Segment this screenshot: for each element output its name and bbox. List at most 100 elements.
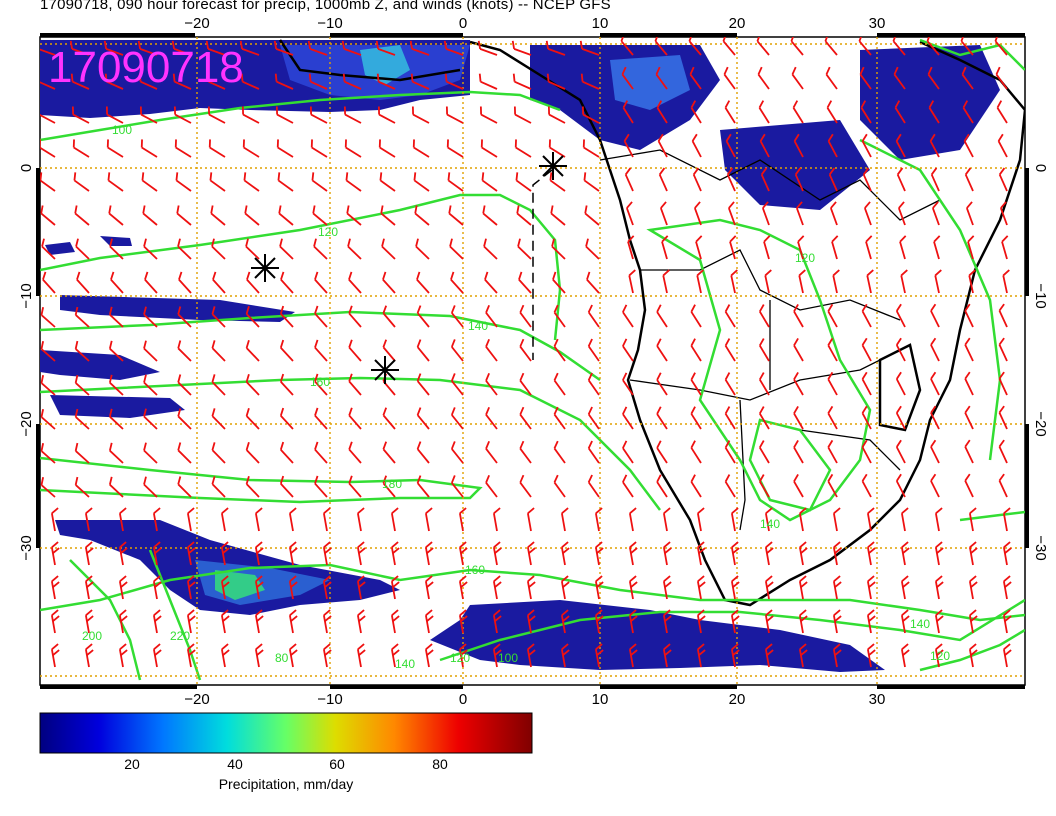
x-tick-label: −10 [317, 15, 342, 32]
wind-barb [40, 307, 56, 328]
wind-barb [757, 66, 770, 90]
tick-bar [877, 685, 1025, 689]
wind-barb [209, 172, 226, 192]
wind-barb [725, 133, 736, 158]
wind-barb [759, 406, 770, 430]
wind-barb [656, 474, 668, 498]
wind-barb [930, 473, 940, 498]
wind-barb [859, 66, 872, 90]
wind-barb [792, 100, 804, 124]
wind-barb [416, 339, 430, 362]
wind-barb [548, 139, 566, 158]
wind-barb [549, 172, 566, 192]
x-tick-label: 10 [592, 15, 609, 32]
contour-label: 80 [275, 651, 289, 665]
wind-barb [322, 541, 332, 566]
wind-barb [964, 371, 974, 396]
wind-barb [485, 338, 498, 362]
wind-barb [654, 37, 668, 56]
wind-barb [288, 507, 297, 532]
wind-barb [759, 304, 770, 328]
wind-barb [382, 475, 396, 498]
tick-bar [40, 685, 197, 689]
wind-barb [587, 474, 600, 498]
wind-barb [968, 269, 976, 294]
wind-barb [220, 575, 230, 600]
wind-barb [447, 172, 464, 192]
wind-barb [519, 304, 532, 328]
y-tick-label: 0 [1032, 164, 1049, 172]
wind-barb [311, 172, 328, 192]
wind-barb [861, 133, 872, 158]
wind-barb [143, 374, 158, 396]
wind-barb [108, 306, 124, 328]
precip-streak-2 [40, 350, 160, 380]
wind-barb [797, 235, 805, 260]
wind-barb [866, 609, 876, 634]
wind-barb [928, 100, 940, 124]
colorbar-tick: 80 [432, 756, 448, 772]
wind-barb [40, 477, 56, 498]
wind-barb [178, 271, 192, 294]
wind-barb [108, 374, 124, 396]
wind-barb [961, 66, 974, 90]
wind-barb [930, 439, 940, 464]
wind-barb [279, 339, 294, 362]
wind-barb [41, 238, 56, 260]
wind-barb [485, 440, 498, 464]
y-tick-label: −30 [18, 535, 35, 560]
contour-100 [40, 90, 561, 142]
wind-barb [690, 100, 702, 124]
wind-barb [513, 106, 532, 124]
tick-bar [330, 33, 463, 37]
wind-barb [519, 338, 532, 362]
wind-barb [279, 305, 294, 328]
wind-barb [960, 37, 974, 56]
wind-barb [139, 106, 158, 124]
wind-barb [829, 201, 838, 226]
wind-barb [900, 541, 910, 566]
west-africa-coastline [278, 39, 461, 82]
wind-barb [583, 172, 600, 192]
wind-barb [450, 407, 464, 430]
wind-barb [314, 305, 328, 328]
wind-barb [245, 373, 260, 396]
wind-barb [382, 271, 396, 294]
wind-barb [690, 440, 702, 464]
precip-congo [720, 120, 870, 210]
wind-barb [1002, 269, 1010, 294]
wind-barb [243, 172, 260, 192]
wind-barb [177, 238, 192, 260]
contour-label: 140 [468, 319, 488, 333]
wind-barb [211, 408, 226, 430]
wind-barb [220, 507, 229, 532]
wind-barb [657, 133, 668, 158]
wind-barb [107, 172, 124, 192]
wind-barb [696, 269, 704, 294]
wind-barb [759, 474, 770, 498]
contour-label: 120 [795, 251, 815, 265]
wind-barb [758, 100, 770, 124]
wind-barb [42, 271, 56, 294]
wind-barb [314, 407, 328, 430]
wind-barb [416, 441, 430, 464]
contour-land-1 [646, 218, 872, 522]
wind-barb [759, 440, 770, 464]
wind-barb [584, 205, 600, 226]
wind-barb [515, 172, 532, 192]
wind-barb [390, 609, 400, 634]
wind-barb [108, 340, 124, 362]
wind-barb [968, 575, 978, 600]
contour-land-2 [748, 418, 832, 512]
wind-barb [930, 371, 940, 396]
wind-barb [381, 238, 396, 260]
wind-barb [450, 475, 464, 498]
wind-barb [968, 643, 978, 668]
wind-barb [628, 507, 637, 532]
wind-barb [448, 205, 464, 226]
wind-barb [279, 475, 294, 498]
wind-barb [72, 139, 90, 158]
contour-label: 160 [310, 375, 330, 389]
wind-barb [458, 609, 468, 634]
wind-barb [656, 100, 668, 124]
